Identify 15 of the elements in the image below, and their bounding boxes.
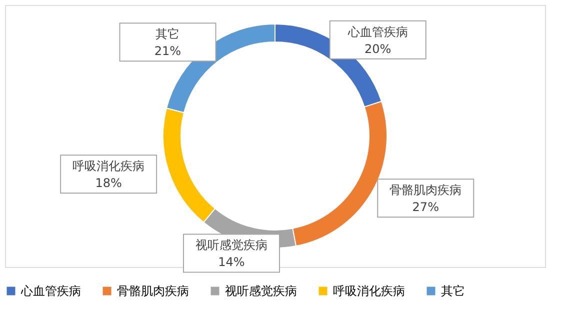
slice-label: 骨骼肌肉疾病 <box>390 183 462 198</box>
data-label: 14% <box>218 255 245 270</box>
data-label: 20% <box>364 42 392 56</box>
legend-label: 视听感觉疾病 <box>225 284 297 298</box>
legend-label: 其它 <box>441 284 465 298</box>
slice-label: 呼吸消化疾病 <box>72 159 145 174</box>
data-label: 18% <box>95 176 122 190</box>
legend-label: 骨骼肌肉疾病 <box>117 284 189 298</box>
data-label: 21% <box>154 44 182 58</box>
slice-label: 其它 <box>156 27 180 42</box>
legend-label: 呼吸消化疾病 <box>333 284 405 298</box>
slice-label: 视听感觉疾病 <box>195 238 268 252</box>
legend-label: 心血管疾病 <box>20 284 81 298</box>
slice-label: 心血管疾病 <box>346 24 408 39</box>
data-label: 27% <box>412 200 439 214</box>
